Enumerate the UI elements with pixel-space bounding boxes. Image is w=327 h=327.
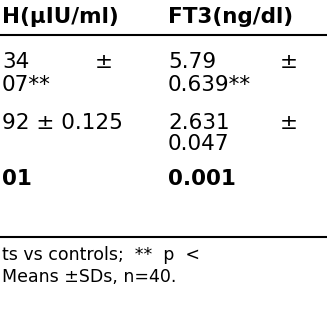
Text: 92 ± 0.125: 92 ± 0.125: [2, 113, 123, 133]
Text: Means ±SDs, n=40.: Means ±SDs, n=40.: [2, 268, 176, 286]
Text: 0.001: 0.001: [168, 169, 236, 189]
Text: 07**: 07**: [2, 75, 51, 95]
Text: ±: ±: [280, 113, 298, 133]
Text: 0.047: 0.047: [168, 134, 230, 154]
Text: 2.631: 2.631: [168, 113, 230, 133]
Text: 0.639**: 0.639**: [168, 75, 251, 95]
Text: 5.79: 5.79: [168, 52, 216, 72]
Text: ±: ±: [280, 52, 298, 72]
Text: FT3(ng/dl): FT3(ng/dl): [168, 7, 293, 27]
Text: 01: 01: [2, 169, 32, 189]
Text: ±: ±: [95, 52, 113, 72]
Text: 34: 34: [2, 52, 29, 72]
Text: ts vs controls;  **  p  <: ts vs controls; ** p <: [2, 246, 200, 264]
Text: H(μIU/ml): H(μIU/ml): [2, 7, 119, 27]
